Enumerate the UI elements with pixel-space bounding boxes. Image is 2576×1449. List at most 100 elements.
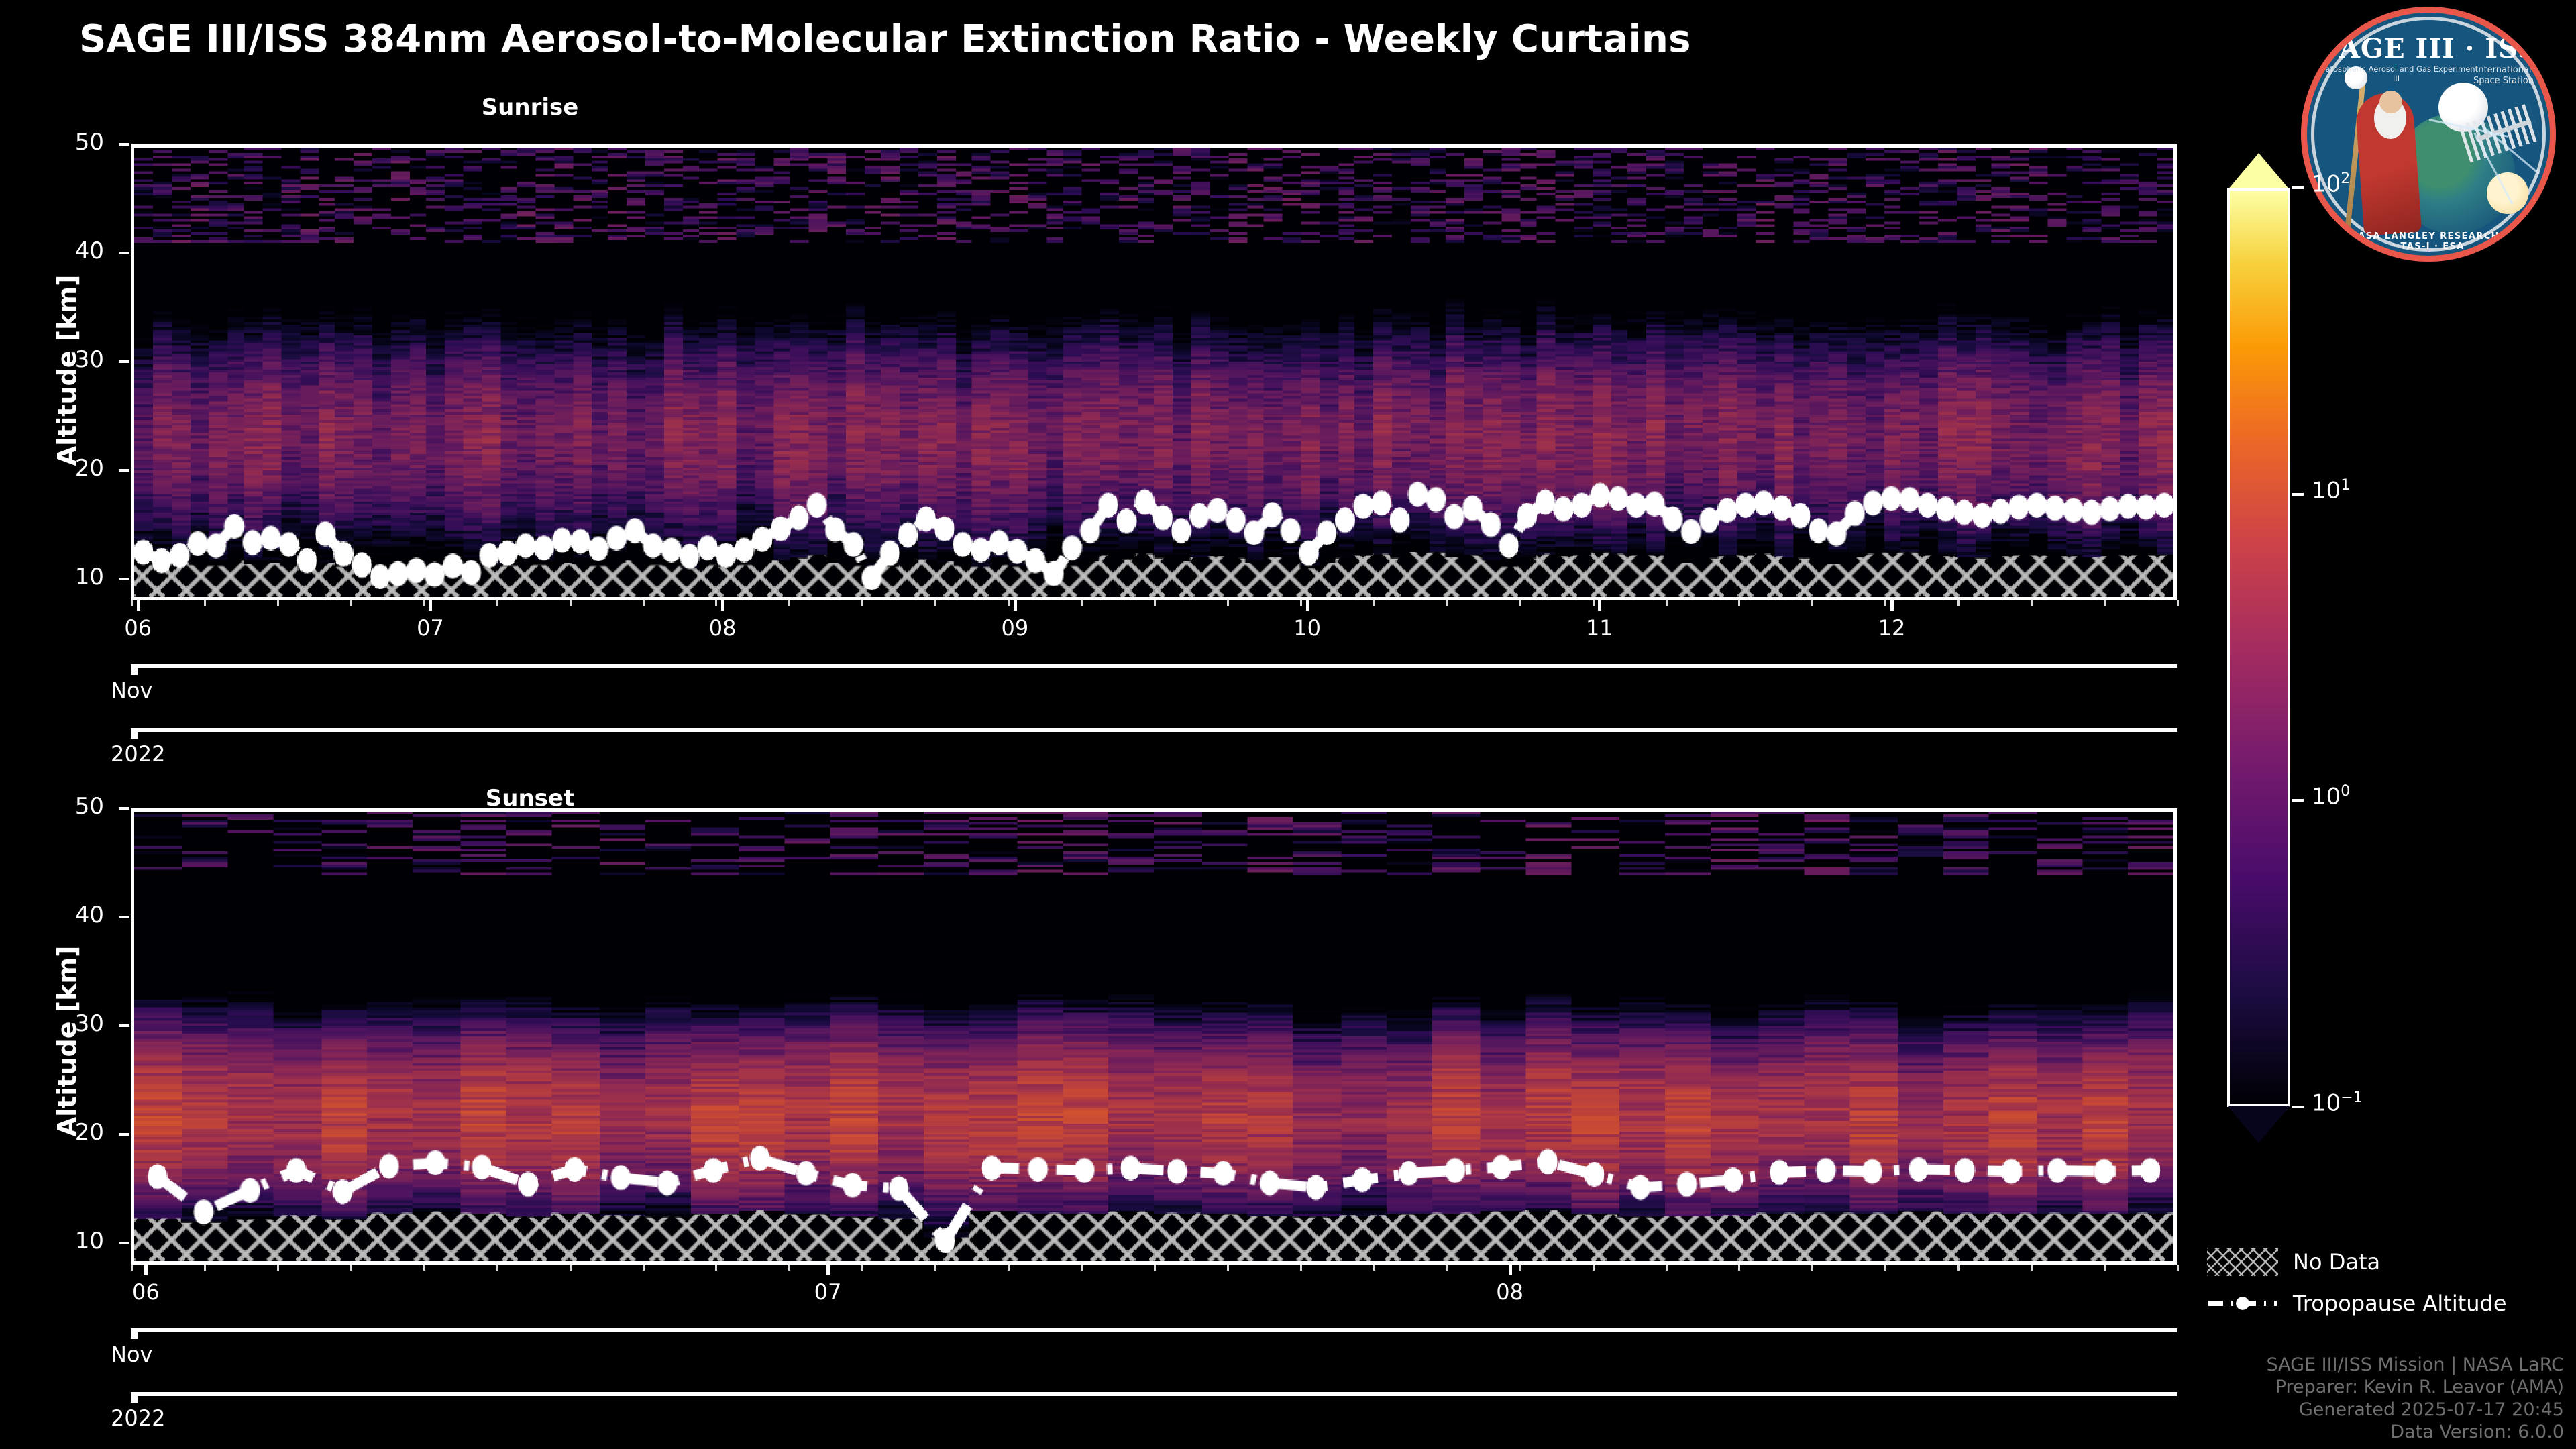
patch-partners: BALL · NASA LANGLEY RESEARCH CENTER · TA… bbox=[2309, 231, 2548, 252]
xtick-minor-sunrise-13 bbox=[1081, 600, 1083, 606]
panel-sunset-plot-frame bbox=[131, 808, 2177, 1265]
xtick-minor-sunrise-0 bbox=[131, 600, 133, 606]
xtick-label-sunset-06: 06 bbox=[131, 1279, 160, 1305]
xtick-minor-sunset-10 bbox=[861, 1265, 864, 1271]
ytick-mark-sunrise-50 bbox=[119, 143, 129, 146]
axis-level-bar-sunrise-year bbox=[131, 728, 2177, 732]
colorbar-tick-label-2: 100 bbox=[2312, 783, 2351, 810]
panel-sunrise-overlay bbox=[134, 148, 2174, 597]
xtick-minor-sunset-25 bbox=[1957, 1265, 1960, 1271]
colorbar-tick-mark-0 bbox=[2292, 186, 2304, 189]
axis-level-cap-sunrise-year bbox=[131, 728, 138, 739]
xtick-minor-sunrise-7 bbox=[642, 600, 645, 606]
legend: No Data Tropopause Altitude bbox=[2207, 1248, 2569, 1342]
xtick-minor-sunrise-2 bbox=[276, 600, 279, 606]
xtick-minor-sunrise-21 bbox=[1665, 600, 1668, 606]
panel-sunrise-title: Sunrise bbox=[481, 94, 579, 121]
xtick-mark-sunrise-09 bbox=[1013, 600, 1017, 611]
axis-level-cap-sunset-month bbox=[131, 1328, 138, 1339]
ytick-label-sunset-40: 40 bbox=[74, 901, 104, 928]
ytick-label-sunset-20: 20 bbox=[74, 1118, 104, 1146]
xtick-minor-sunrise-5 bbox=[496, 600, 498, 606]
colorbar-tick-mark-2 bbox=[2292, 799, 2304, 802]
xtick-minor-sunset-23 bbox=[1811, 1265, 1814, 1271]
xtick-minor-sunset-20 bbox=[1592, 1265, 1595, 1271]
xtick-minor-sunrise-10 bbox=[861, 600, 864, 606]
colorbar-gradient bbox=[2227, 188, 2290, 1107]
sage-iii-iss-mission-patch-logo: SAGE III · ISS Stratospheric Aerosol and… bbox=[2301, 7, 2556, 262]
ytick-label-sunset-10: 10 bbox=[74, 1227, 104, 1254]
ytick-mark-sunrise-20 bbox=[119, 468, 129, 472]
xtick-label-sunrise-10: 10 bbox=[1293, 615, 1321, 641]
patch-subtitle-right: International Space Station bbox=[2473, 65, 2534, 87]
ytick-label-sunset-50: 50 bbox=[74, 793, 104, 820]
xtick-mark-sunrise-08 bbox=[721, 600, 725, 611]
legend-label-no-data: No Data bbox=[2293, 1249, 2381, 1275]
xtick-mark-sunrise-10 bbox=[1305, 600, 1309, 611]
xtick-minor-sunset-16 bbox=[1299, 1265, 1302, 1271]
colorbar-tick-label-3: 10−1 bbox=[2312, 1089, 2363, 1117]
xtick-minor-sunrise-25 bbox=[1957, 600, 1960, 606]
xtick-minor-sunrise-27 bbox=[2104, 600, 2106, 606]
xtick-minor-sunset-14 bbox=[1154, 1265, 1156, 1271]
xtick-minor-sunrise-18 bbox=[1446, 600, 1448, 606]
tropopause-line-icon bbox=[2207, 1289, 2278, 1318]
legend-label-tropopause: Tropopause Altitude bbox=[2293, 1291, 2507, 1316]
xtick-label-sunrise-09: 09 bbox=[1001, 615, 1029, 641]
xtick-minor-sunset-3 bbox=[350, 1265, 352, 1271]
xtick-minor-sunset-21 bbox=[1665, 1265, 1668, 1271]
staff-orb-graphic bbox=[2345, 66, 2367, 89]
axis-level-label-sunrise-month: Nov bbox=[111, 678, 153, 703]
panel-sunset: Sunset Altitude [km] bbox=[0, 724, 2576, 1449]
xtick-minor-sunset-8 bbox=[715, 1265, 718, 1271]
xtick-minor-sunset-28 bbox=[2177, 1265, 2179, 1271]
xtick-minor-sunset-12 bbox=[1008, 1265, 1010, 1271]
footer-credits: SAGE III/ISS Mission | NASA LaRC Prepare… bbox=[2266, 1354, 2564, 1444]
xtick-minor-sunrise-22 bbox=[1738, 600, 1741, 606]
xtick-mark-sunset-06 bbox=[144, 1265, 148, 1275]
xtick-minor-sunset-17 bbox=[1373, 1265, 1375, 1271]
xtick-minor-sunset-19 bbox=[1519, 1265, 1521, 1271]
patch-mission-name: SAGE III · ISS bbox=[2318, 33, 2538, 64]
xtick-minor-sunrise-12 bbox=[1008, 600, 1010, 606]
xtick-label-sunset-08: 08 bbox=[1496, 1279, 1524, 1305]
xtick-minor-sunset-5 bbox=[496, 1265, 498, 1271]
xtick-minor-sunset-27 bbox=[2104, 1265, 2106, 1271]
xtick-minor-sunrise-15 bbox=[1226, 600, 1229, 606]
xtick-mark-sunrise-12 bbox=[1890, 600, 1894, 611]
footer-line-mission: SAGE III/ISS Mission | NASA LaRC bbox=[2266, 1354, 2564, 1375]
footer-line-preparer: Preparer: Kevin R. Leavor (AMA) bbox=[2275, 1377, 2564, 1398]
ytick-mark-sunset-40 bbox=[119, 915, 129, 918]
ytick-label-sunrise-10: 10 bbox=[74, 563, 104, 590]
wizard-head-graphic bbox=[2379, 91, 2402, 113]
ytick-mark-sunset-20 bbox=[119, 1132, 129, 1136]
ytick-label-sunrise-20: 20 bbox=[74, 454, 104, 482]
xtick-minor-sunrise-28 bbox=[2177, 600, 2179, 606]
colorbar-tick-label-0: 102 bbox=[2312, 170, 2351, 198]
xtick-mark-sunrise-11 bbox=[1598, 600, 1602, 611]
ytick-label-sunrise-30: 30 bbox=[74, 345, 104, 373]
xtick-label-sunrise-06: 06 bbox=[124, 615, 152, 641]
colorbar-arrow-top bbox=[2227, 153, 2290, 191]
xtick-minor-sunset-11 bbox=[934, 1265, 937, 1271]
xtick-minor-sunrise-26 bbox=[2031, 600, 2033, 606]
xtick-label-sunrise-07: 07 bbox=[417, 615, 444, 641]
xtick-minor-sunrise-14 bbox=[1154, 600, 1156, 606]
xtick-minor-sunset-18 bbox=[1446, 1265, 1448, 1271]
ytick-label-sunrise-50: 50 bbox=[74, 129, 104, 156]
ytick-mark-sunrise-40 bbox=[119, 251, 129, 254]
ytick-mark-sunset-30 bbox=[119, 1024, 129, 1027]
xtick-minor-sunset-1 bbox=[203, 1265, 206, 1271]
panel-sunrise: Sunrise Altitude [km] bbox=[0, 0, 2576, 724]
ytick-mark-sunset-50 bbox=[119, 807, 129, 810]
xtick-minor-sunset-7 bbox=[642, 1265, 645, 1271]
xtick-minor-sunrise-4 bbox=[423, 600, 425, 606]
xtick-minor-sunrise-23 bbox=[1811, 600, 1814, 606]
colorbar-tick-label-1: 101 bbox=[2312, 476, 2351, 504]
axis-level-label-sunset-month: Nov bbox=[111, 1342, 153, 1367]
colorbar-arrow-bottom bbox=[2227, 1106, 2290, 1143]
xtick-minor-sunset-9 bbox=[788, 1265, 791, 1271]
xtick-minor-sunrise-20 bbox=[1592, 600, 1595, 606]
colorbar-tick-mark-1 bbox=[2292, 492, 2304, 496]
